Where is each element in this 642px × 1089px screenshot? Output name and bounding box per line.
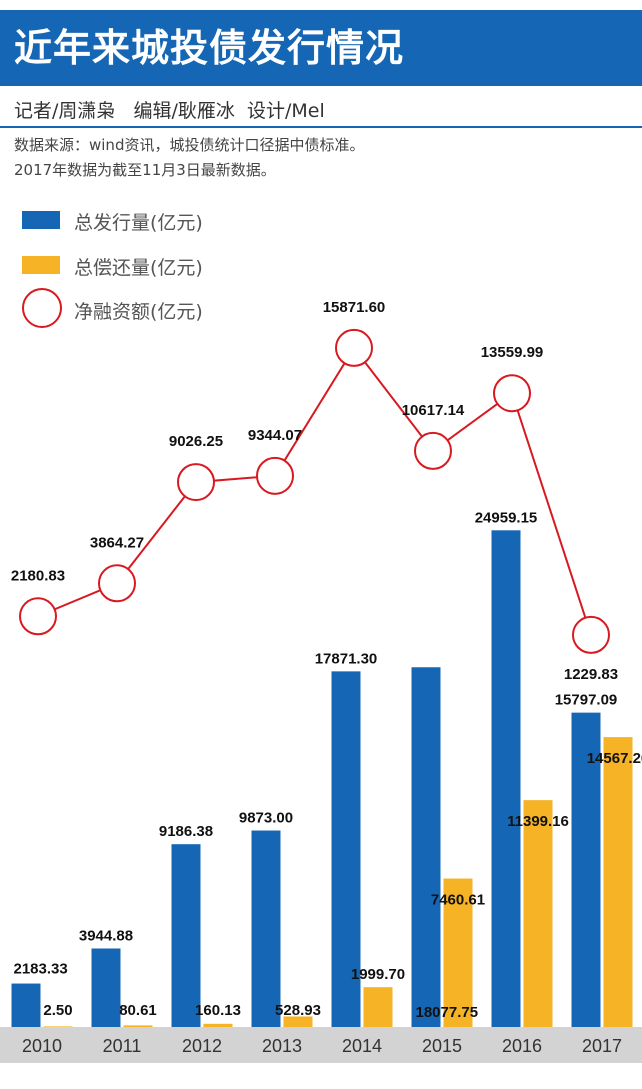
data-label-issuance-2014: 17871.30 (315, 650, 378, 667)
data-label-net-financing-2012: 9026.25 (169, 433, 223, 450)
header-divider (0, 126, 642, 128)
net-financing-point-2013 (256, 456, 294, 495)
data-label-net-financing-2011: 3864.27 (90, 534, 144, 551)
net-financing-point-2016 (493, 374, 531, 413)
bar-issuance-2017 (571, 712, 601, 1027)
data-label-net-financing-2013: 9344.07 (248, 427, 302, 444)
page-title: 近年来城投债发行情况 (14, 26, 405, 70)
bar-issuance-2011 (91, 948, 121, 1027)
data-label-repayment-2011: 80.61 (119, 1002, 157, 1019)
data-label-issuance-2016: 24959.15 (475, 509, 538, 526)
bar-issuance-2012 (171, 844, 201, 1027)
date-note: 2017年数据为截至11月3日最新数据。 (14, 161, 276, 179)
net-financing-point-2017 (572, 615, 610, 654)
data-label-repayment-2015: 7460.61 (431, 892, 485, 909)
bar-repayment-2012 (203, 1023, 233, 1027)
net-financing-point-2014 (335, 328, 373, 367)
data-label-issuance-2017: 15797.09 (555, 692, 618, 709)
x-tick-label-2010: 2010 (22, 1036, 62, 1056)
legend-swatch-repayment (22, 256, 60, 274)
data-label-net-financing-2017: 1229.83 (564, 666, 618, 683)
net-financing-point-2012 (177, 463, 215, 502)
source-note: 数据来源：wind资讯，城投债统计口径据中债标准。 (14, 136, 365, 154)
x-tick-label-2016: 2016 (502, 1036, 542, 1056)
legend-label-issuance: 总发行量(亿元) (74, 212, 203, 234)
bar-repayment-2010 (43, 1026, 73, 1027)
bar-issuance-2013 (251, 830, 281, 1027)
data-label-issuance-2011: 3944.88 (79, 927, 133, 944)
bar-repayment-2015 (443, 878, 473, 1027)
bar-issuance-2015 (411, 667, 441, 1027)
data-label-issuance-2015: 18077.75 (416, 1004, 479, 1021)
x-axis-strip (0, 1027, 642, 1063)
bar-repayment-2016 (523, 800, 553, 1027)
data-label-net-financing-2010: 2180.83 (11, 567, 65, 584)
x-tick-label-2017: 2017 (582, 1036, 622, 1056)
bar-repayment-2011 (123, 1025, 153, 1027)
bar-repayment-2013 (283, 1016, 313, 1027)
x-tick-label-2012: 2012 (182, 1036, 222, 1056)
data-label-repayment-2010: 2.50 (43, 1002, 72, 1019)
data-label-repayment-2016: 11399.16 (507, 813, 569, 830)
x-tick-label-2013: 2013 (262, 1036, 302, 1056)
bar-repayment-2017 (603, 737, 633, 1027)
data-label-issuance-2013: 9873.00 (239, 810, 293, 827)
legend-item-issuance: 总发行量(亿元) (22, 208, 282, 248)
legend-label-net-financing: 净融资额(亿元) (74, 301, 203, 323)
net-financing-point-2011 (98, 564, 136, 603)
bar-issuance-2010 (11, 983, 41, 1027)
data-label-net-financing-2016: 13559.99 (481, 344, 544, 361)
bar-issuance-2016 (491, 530, 521, 1027)
data-label-issuance-2010: 2183.33 (14, 961, 68, 978)
bar-issuance-2014 (331, 671, 361, 1027)
legend-label-repayment: 总偿还量(亿元) (74, 257, 203, 279)
data-label-repayment-2017: 14567.26 (587, 750, 642, 767)
data-label-net-financing-2015: 10617.14 (402, 402, 465, 419)
legend-circle-net-financing (22, 288, 62, 328)
title-bar: 近年来城投债发行情况 (0, 10, 642, 86)
data-label-repayment-2014: 1999.70 (351, 966, 405, 983)
data-label-repayment-2012: 160.13 (195, 1002, 241, 1019)
data-label-net-financing-2014: 15871.60 (323, 299, 386, 316)
legend-item-repayment: 总偿还量(亿元) (22, 253, 282, 293)
x-tick-label-2014: 2014 (342, 1036, 382, 1056)
net-financing-point-2015 (414, 431, 452, 470)
x-tick-label-2011: 2011 (103, 1036, 142, 1056)
x-tick-label-2015: 2015 (422, 1036, 462, 1056)
legend-swatch-issuance (22, 211, 60, 229)
bar-repayment-2014 (363, 987, 393, 1027)
credits: 记者/周潇枭 编辑/耿雁冰 设计/Mel (14, 100, 325, 122)
data-label-repayment-2013: 528.93 (275, 1002, 321, 1019)
data-label-issuance-2012: 9186.38 (159, 823, 213, 840)
net-financing-point-2010 (19, 597, 57, 636)
legend-item-net-financing: 净融资额(亿元) (22, 288, 282, 328)
